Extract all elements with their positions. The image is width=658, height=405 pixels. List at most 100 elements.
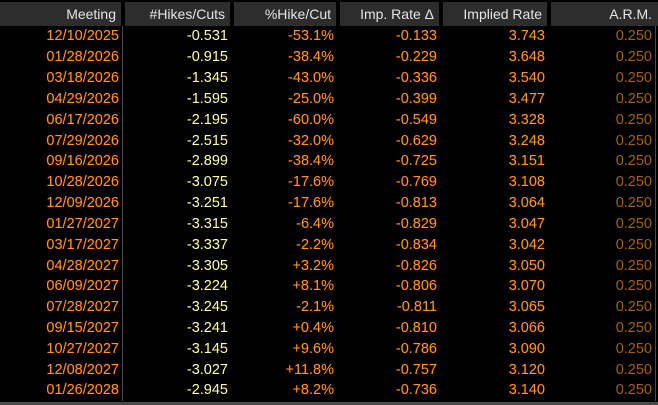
table-row[interactable]: 10/27/2027 -3.145 +9.6% -0.786 3.090 0.2…	[0, 338, 658, 359]
cell-implied-rate: 3.064	[508, 195, 545, 212]
cell-hikes-cuts: -3.337	[186, 236, 228, 253]
table-row[interactable]: 09/16/2026 -2.899 -38.4% -0.725 3.151 0.…	[0, 151, 658, 172]
cell-arm: 0.250	[615, 340, 652, 357]
table-row[interactable]: 09/15/2027 -3.241 +0.4% -0.810 3.066 0.2…	[0, 318, 658, 339]
column-header-hikes-cuts[interactable]: #Hikes/Cuts	[125, 2, 230, 26]
table-row[interactable]: 12/10/2025 -0.531 -53.1% -0.133 3.743 0.…	[0, 26, 658, 47]
cell-imp-rate-delta: -0.336	[395, 70, 437, 87]
cell-arm: 0.250	[615, 382, 652, 399]
table-row[interactable]: 12/09/2026 -3.251 -17.6% -0.813 3.064 0.…	[0, 193, 658, 214]
cell-imp-rate-delta: -0.757	[395, 361, 437, 378]
table-row[interactable]: 04/29/2026 -1.595 -25.0% -0.399 3.477 0.…	[0, 88, 658, 109]
cell-pct-hike-cut: -17.6%	[288, 195, 334, 212]
cell-pct-hike-cut: +9.6%	[292, 340, 334, 357]
cell-pct-hike-cut: +3.2%	[292, 257, 334, 274]
cell-meeting: 01/27/2027	[46, 215, 119, 232]
cell-pct-hike-cut: -25.0%	[288, 90, 334, 107]
cell-implied-rate: 3.070	[508, 278, 545, 295]
table-row[interactable]: 01/27/2027 -3.315 -6.4% -0.829 3.047 0.2…	[0, 213, 658, 234]
cell-arm: 0.250	[615, 361, 652, 378]
cell-arm: 0.250	[615, 49, 652, 66]
cell-implied-rate: 3.042	[508, 236, 545, 253]
cell-hikes-cuts: -1.595	[186, 90, 228, 107]
cell-arm: 0.250	[615, 215, 652, 232]
column-header-imp-rate-delta[interactable]: Imp. Rate Δ	[340, 2, 439, 26]
cell-meeting: 06/17/2026	[46, 111, 119, 128]
cell-implied-rate: 3.248	[508, 132, 545, 149]
cell-meeting: 10/27/2027	[46, 340, 119, 357]
table-row[interactable]: 04/28/2027 -3.305 +3.2% -0.826 3.050 0.2…	[0, 255, 658, 276]
cell-hikes-cuts: -3.075	[186, 174, 228, 191]
cell-imp-rate-delta: -0.813	[395, 195, 437, 212]
cell-arm: 0.250	[615, 320, 652, 336]
cell-arm: 0.250	[615, 132, 652, 149]
table-row[interactable]: 06/09/2027 -3.224 +8.1% -0.806 3.070 0.2…	[0, 276, 658, 297]
cell-pct-hike-cut: -6.4%	[296, 215, 334, 232]
table-row[interactable]: 07/28/2027 -3.245 -2.1% -0.811 3.065 0.2…	[0, 297, 658, 318]
cell-meeting: 10/28/2026	[46, 174, 119, 191]
cell-pct-hike-cut: -43.0%	[288, 70, 334, 87]
cell-pct-hike-cut: -60.0%	[288, 111, 334, 128]
table-row[interactable]: 01/28/2026 -0.915 -38.4% -0.229 3.648 0.…	[0, 47, 658, 68]
cell-hikes-cuts: -3.251	[186, 195, 228, 212]
column-header-arm[interactable]: A.R.M.	[551, 2, 658, 26]
cell-arm: 0.250	[615, 236, 652, 253]
cell-arm: 0.250	[615, 174, 652, 191]
column-header-meeting[interactable]: Meeting	[0, 2, 121, 26]
cell-implied-rate: 3.108	[508, 174, 545, 191]
table-header-row: Meeting #Hikes/Cuts %Hike/Cut Imp. Rate …	[0, 0, 658, 26]
cell-imp-rate-delta: -0.826	[395, 257, 437, 274]
cell-implied-rate: 3.743	[508, 28, 545, 45]
cell-hikes-cuts: -3.027	[186, 361, 228, 378]
bottom-divider	[0, 402, 658, 405]
table-row[interactable]: 06/17/2026 -2.195 -60.0% -0.549 3.328 0.…	[0, 109, 658, 130]
cell-imp-rate-delta: -0.229	[395, 49, 437, 66]
cell-imp-rate-delta: -0.399	[395, 90, 437, 107]
table-row[interactable]: 10/28/2026 -3.075 -17.6% -0.769 3.108 0.…	[0, 172, 658, 193]
cell-arm: 0.250	[615, 278, 652, 295]
cell-imp-rate-delta: -0.769	[395, 174, 437, 191]
cell-implied-rate: 3.050	[508, 257, 545, 274]
cell-arm: 0.250	[615, 70, 652, 87]
cell-pct-hike-cut: -32.0%	[288, 132, 334, 149]
cell-meeting: 07/28/2027	[46, 299, 119, 316]
table-row[interactable]: 07/29/2026 -2.515 -32.0% -0.629 3.248 0.…	[0, 130, 658, 151]
cell-imp-rate-delta: -0.810	[395, 320, 437, 336]
cell-meeting: 04/29/2026	[46, 90, 119, 107]
cell-hikes-cuts: -3.145	[186, 340, 228, 357]
table-body: 12/10/2025 -0.531 -53.1% -0.133 3.743 0.…	[0, 26, 658, 401]
cell-pct-hike-cut: +8.1%	[292, 278, 334, 295]
cell-hikes-cuts: -2.515	[186, 132, 228, 149]
cell-pct-hike-cut: +8.2%	[292, 382, 334, 399]
cell-meeting: 06/09/2027	[46, 278, 119, 295]
table-row[interactable]: 03/18/2026 -1.345 -43.0% -0.336 3.540 0.…	[0, 68, 658, 89]
cell-implied-rate: 3.140	[508, 382, 545, 399]
table-row[interactable]: 01/26/2028 -2.945 +8.2% -0.736 3.140 0.2…	[0, 380, 658, 401]
cell-implied-rate: 3.047	[508, 215, 545, 232]
column-header-implied-rate[interactable]: Implied Rate	[443, 2, 547, 26]
cell-hikes-cuts: -2.899	[186, 153, 228, 170]
cell-hikes-cuts: -2.195	[186, 111, 228, 128]
cell-implied-rate: 3.328	[508, 111, 545, 128]
cell-arm: 0.250	[615, 111, 652, 128]
cell-arm: 0.250	[615, 299, 652, 316]
cell-pct-hike-cut: -38.4%	[288, 49, 334, 66]
cell-pct-hike-cut: +11.8%	[285, 361, 334, 378]
cell-meeting: 12/09/2026	[46, 195, 119, 212]
cell-pct-hike-cut: -2.2%	[296, 236, 334, 253]
cell-implied-rate: 3.066	[508, 320, 545, 336]
cell-pct-hike-cut: +0.4%	[292, 320, 334, 336]
cell-imp-rate-delta: -0.133	[395, 28, 437, 45]
cell-meeting: 03/18/2026	[46, 70, 119, 87]
cell-meeting: 01/26/2028	[46, 382, 119, 399]
cell-meeting: 12/10/2025	[46, 28, 119, 45]
table-row[interactable]: 12/08/2027 -3.027 +11.8% -0.757 3.120 0.…	[0, 359, 658, 380]
cell-implied-rate: 3.090	[508, 340, 545, 357]
cell-pct-hike-cut: -38.4%	[288, 153, 334, 170]
table-row[interactable]: 03/17/2027 -3.337 -2.2% -0.834 3.042 0.2…	[0, 234, 658, 255]
cell-imp-rate-delta: -0.786	[395, 340, 437, 357]
cell-imp-rate-delta: -0.811	[396, 299, 437, 316]
cell-hikes-cuts: -0.915	[186, 49, 228, 66]
column-header-pct-hike-cut[interactable]: %Hike/Cut	[234, 2, 336, 26]
